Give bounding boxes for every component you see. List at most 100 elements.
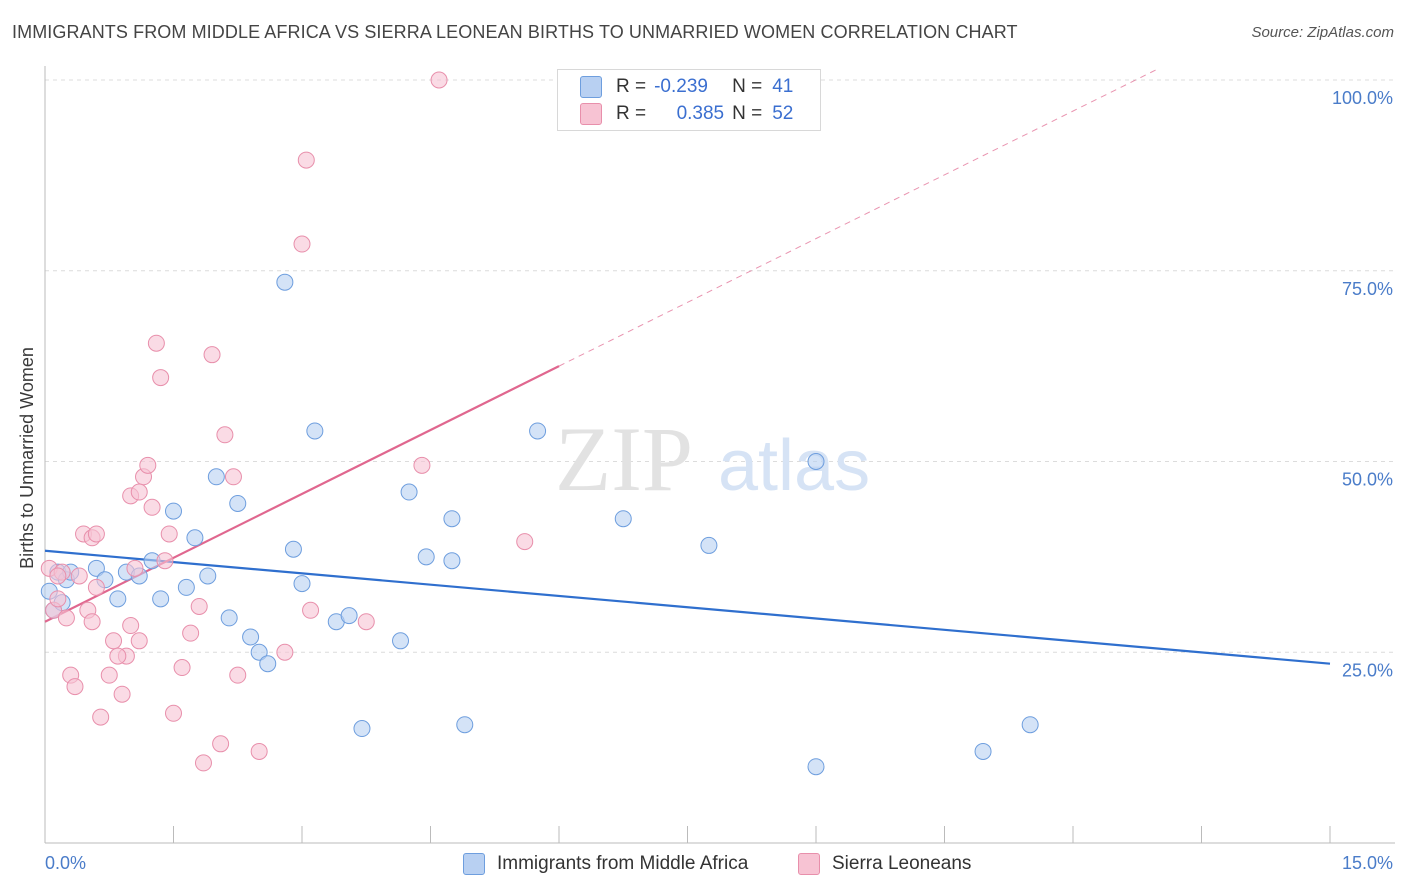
legend-swatch-blue — [580, 76, 602, 98]
series-label-pink: Sierra Leoneans — [832, 853, 972, 874]
point-middle-africa — [1021, 716, 1039, 734]
point-sierra-leonean — [224, 468, 242, 486]
axis-labels: 25.0% 50.0% 75.0% 100.0% 0.0% 15.0% Births to … — [17, 88, 1393, 873]
point-sierra-leonean — [297, 151, 315, 169]
watermark-atlas: atlas — [718, 426, 870, 506]
legend-n-value: 41 — [772, 76, 794, 97]
watermark-zip: ZIP — [555, 408, 693, 510]
point-middle-africa — [974, 742, 992, 760]
point-sierra-leonean — [70, 567, 88, 585]
point-middle-africa — [259, 655, 277, 673]
point-sierra-leonean — [276, 643, 294, 661]
legend-r-label: R = — [616, 103, 647, 124]
trend-lines — [44, 68, 1331, 665]
point-sierra-leonean — [139, 456, 157, 474]
point-middle-africa — [417, 548, 435, 566]
point-sierra-leonean — [126, 559, 144, 577]
point-middle-africa — [250, 643, 268, 661]
series-legend-pink: Sierra Leoneans — [798, 851, 971, 877]
point-middle-africa — [242, 628, 260, 646]
point-middle-africa — [340, 607, 358, 625]
point-middle-africa — [186, 529, 204, 547]
point-middle-africa — [443, 552, 461, 570]
point-sierra-leonean — [130, 483, 148, 501]
legend-r-label: R = — [616, 76, 647, 97]
point-sierra-leonean — [49, 567, 67, 585]
point-middle-africa — [207, 468, 225, 486]
point-sierra-leonean — [87, 578, 105, 596]
point-middle-africa — [529, 422, 547, 440]
point-sierra-leonean — [122, 617, 140, 635]
point-middle-africa — [276, 273, 294, 291]
chart-title: IMMIGRANTS FROM MIDDLE AFRICA VS SIERRA … — [12, 22, 1018, 42]
point-sierra-leonean — [156, 552, 174, 570]
point-middle-africa — [199, 567, 217, 585]
point-middle-africa — [177, 578, 195, 596]
point-sierra-leonean — [516, 533, 534, 551]
point-middle-africa — [220, 609, 238, 627]
point-sierra-leonean — [357, 613, 375, 631]
point-sierra-leonean — [203, 346, 221, 364]
point-sierra-leonean — [143, 498, 161, 516]
series-label-blue: Immigrants from Middle Africa — [497, 853, 749, 874]
gridlines — [45, 79, 1395, 653]
series-swatch-pink — [798, 853, 820, 875]
point-sierra-leonean — [430, 71, 448, 89]
legend-row-blue: R = -0.239 N = 41 — [580, 75, 793, 99]
point-sierra-leonean — [147, 334, 165, 352]
axes — [44, 66, 1395, 844]
point-middle-africa — [293, 575, 311, 593]
source-label: Source: ZipAtlas.com — [1251, 24, 1394, 41]
point-sierra-leonean — [66, 678, 84, 696]
point-sierra-leonean — [160, 525, 178, 543]
point-middle-africa — [807, 758, 825, 776]
point-middle-africa — [165, 502, 182, 520]
point-middle-africa — [306, 422, 324, 440]
point-sierra-leonean — [130, 632, 148, 650]
point-sierra-leonean — [100, 666, 118, 684]
series-swatch-blue — [463, 853, 485, 875]
y-axis-title: Births to Unmarried Women — [17, 347, 37, 569]
point-middle-africa — [456, 716, 474, 734]
point-middle-africa — [229, 494, 247, 512]
watermark: ZIP atlas — [555, 408, 870, 510]
y-tick-label: 50.0% — [1342, 470, 1393, 490]
point-middle-africa — [400, 483, 418, 501]
point-middle-africa — [109, 590, 127, 608]
point-middle-africa — [392, 632, 410, 650]
y-tick-label: 75.0% — [1342, 279, 1393, 299]
correlation-legend: R = -0.239 N = 41 R = 0.385 N = 52 — [557, 69, 821, 131]
point-sierra-leonean — [182, 624, 200, 642]
point-sierra-leonean — [216, 426, 234, 444]
point-middle-africa — [614, 510, 632, 528]
x-tick-label-min: 0.0% — [45, 853, 86, 873]
legend-r-value: 0.385 — [676, 103, 725, 124]
x-tick-label-max: 15.0% — [1342, 853, 1393, 873]
y-tick-label: 25.0% — [1342, 660, 1393, 680]
point-sierra-leonean — [250, 742, 268, 760]
point-middle-africa — [87, 559, 105, 577]
legend-swatch-pink — [580, 103, 602, 125]
point-sierra-leonean — [83, 613, 101, 631]
point-sierra-leonean — [92, 708, 110, 726]
legend-r-value: -0.239 — [654, 76, 708, 97]
legend-row-pink: R = 0.385 N = 52 — [580, 102, 793, 126]
point-sierra-leonean — [413, 456, 431, 474]
point-sierra-leonean — [87, 525, 105, 543]
point-middle-africa — [700, 536, 718, 554]
point-sierra-leonean — [212, 735, 230, 753]
point-sierra-leonean — [109, 647, 127, 665]
point-middle-africa — [443, 510, 461, 528]
point-sierra-leonean — [229, 666, 247, 684]
point-sierra-leonean — [194, 754, 212, 772]
point-sierra-leonean — [105, 632, 123, 650]
point-sierra-leonean — [165, 704, 182, 722]
point-middle-africa — [807, 453, 825, 470]
point-sierra-leonean — [190, 597, 208, 615]
trend-line-blue — [44, 549, 1331, 665]
point-sierra-leonean — [293, 235, 311, 253]
data-points — [40, 71, 1039, 776]
point-middle-africa — [152, 590, 170, 608]
point-middle-africa — [353, 720, 371, 738]
